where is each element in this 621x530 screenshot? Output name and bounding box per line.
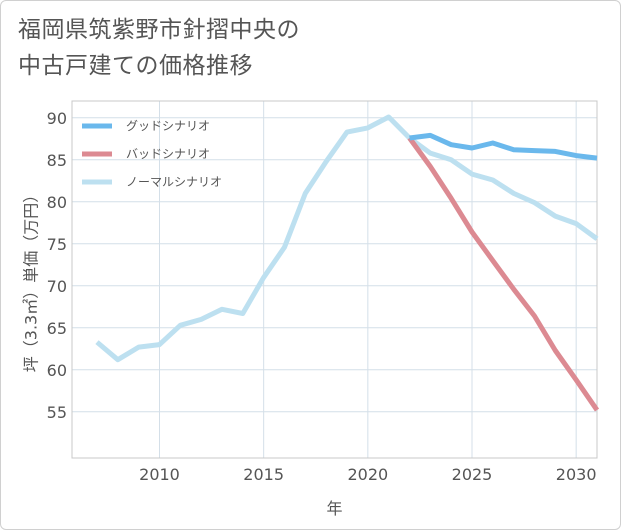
series-line-2 [407, 136, 600, 412]
series-line-1 [409, 132, 598, 161]
legend-label-2: バッドシナリオ [126, 147, 210, 161]
y-tick-label: 90 [47, 109, 67, 128]
x-tick-label: 2020 [347, 465, 388, 484]
tick-labels: 2010 2015 2020 2025 2030 55 60 65 70 75 80 85 90 [47, 109, 597, 484]
chart-title: 福岡県筑紫野市針摺中央の 中古戸建ての価格推移 [18, 12, 578, 84]
title-line-2: 中古戸建ての価格推移 [18, 53, 253, 79]
y-tick-label: 75 [47, 235, 67, 254]
legend-label-3: ノーマルシナリオ [126, 175, 222, 189]
y-tick-label: 65 [47, 319, 67, 338]
y-tick-label: 80 [47, 193, 67, 212]
x-axis-title: 年 [326, 499, 342, 518]
x-tick-label: 2030 [556, 465, 597, 484]
x-tick-label: 2015 [243, 465, 284, 484]
y-tick-label: 70 [47, 277, 67, 296]
legend-label-1: グッドシナリオ [126, 119, 210, 133]
y-tick-label: 85 [47, 151, 67, 170]
y-tick-label: 60 [47, 361, 67, 380]
y-tick-label: 55 [47, 403, 67, 422]
series-layer [95, 114, 600, 412]
title-line-1: 福岡県筑紫野市針摺中央の [18, 17, 300, 43]
plot-area [71, 100, 598, 459]
x-tick-label: 2010 [139, 465, 180, 484]
grid-lines [72, 101, 597, 458]
y-axis-title: 坪（3.3㎡）単価（万円） [22, 187, 41, 372]
x-tick-label: 2025 [452, 465, 493, 484]
series-line-3 [95, 114, 599, 363]
